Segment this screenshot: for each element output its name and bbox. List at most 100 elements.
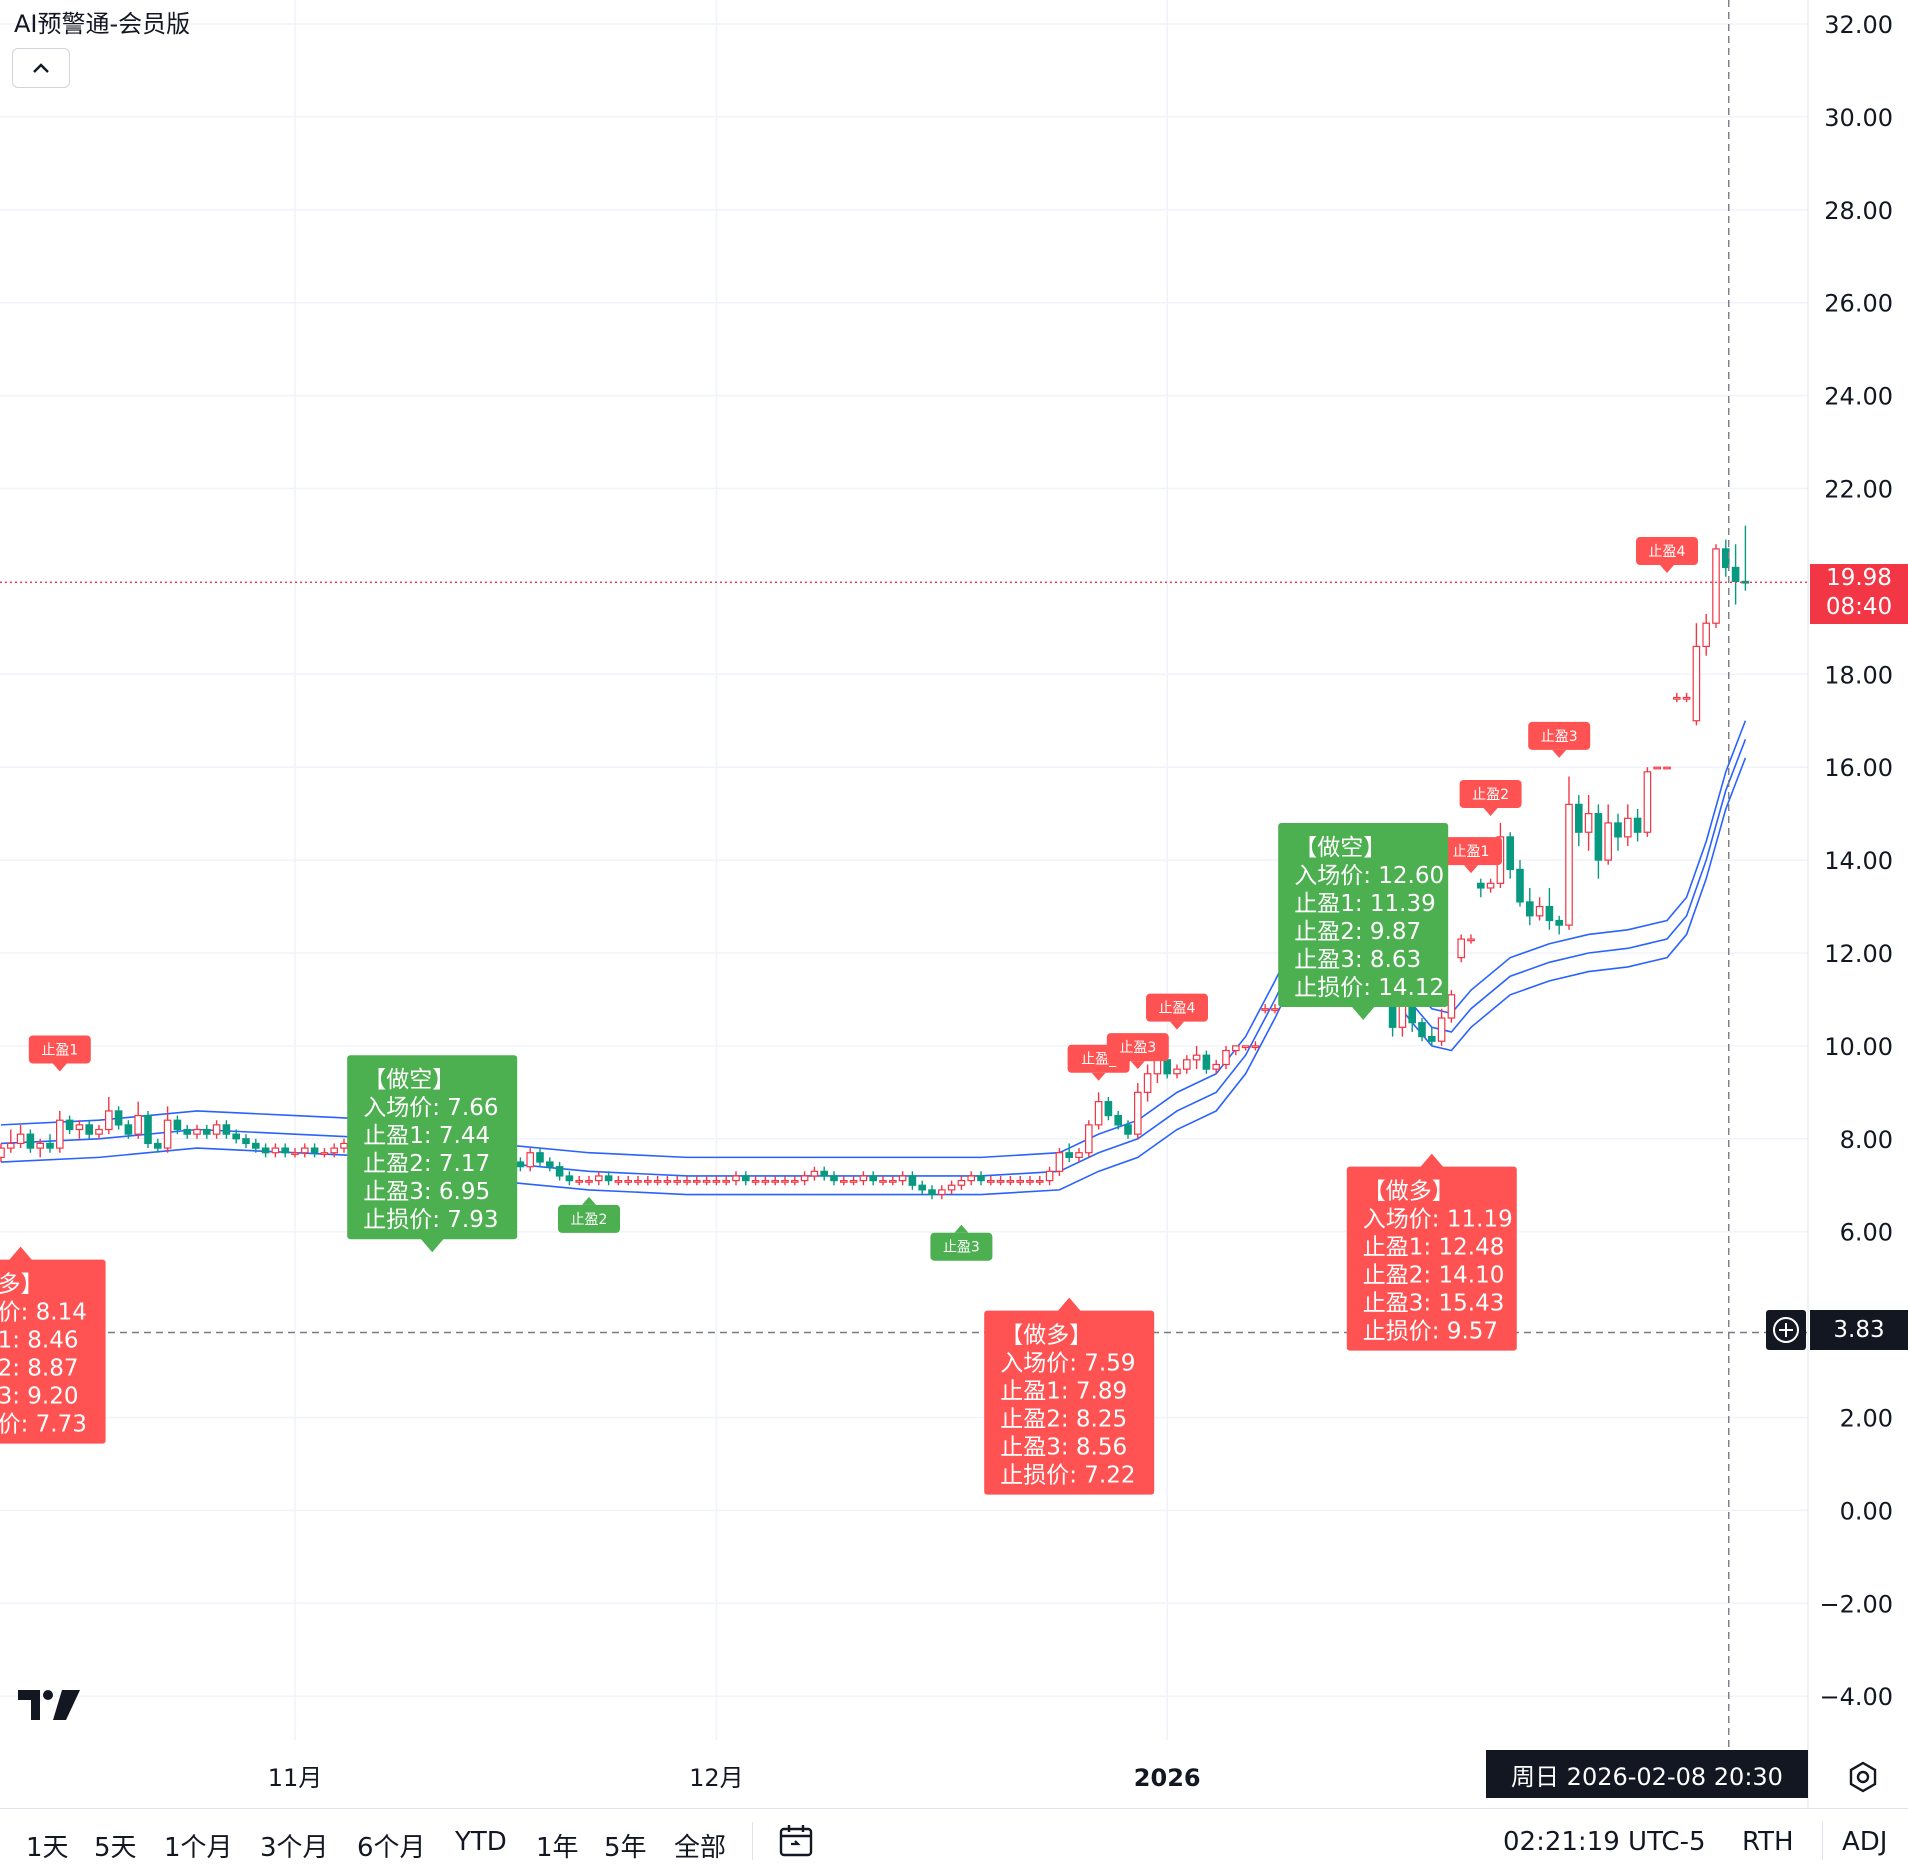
candle-body [1584, 813, 1593, 833]
candle-body [1565, 803, 1573, 926]
range-1d-button[interactable]: 1天 [26, 1833, 69, 1863]
marker-label: 止盈3 [1541, 729, 1578, 745]
signal-text: 入场价: 7.59 [1000, 1351, 1135, 1377]
candle-body [85, 1124, 94, 1135]
candle-body [1623, 817, 1632, 838]
range-1m-button[interactable]: 1个月 [164, 1833, 233, 1863]
range-ytd-button[interactable]: YTD [455, 1827, 507, 1857]
candle-body [232, 1133, 241, 1140]
target-marker[interactable]: 止盈3 [1528, 721, 1591, 758]
indicator-title: AI预警通-会员版 [14, 10, 191, 38]
marker-pointer [1130, 1061, 1145, 1070]
goto-date-icon[interactable] [778, 1822, 816, 1864]
target-marker[interactable]: 止盈3 [1106, 1033, 1169, 1070]
add-alert-button[interactable] [1766, 1310, 1806, 1350]
candle-body [849, 1180, 858, 1183]
candle-body [712, 1180, 721, 1183]
marker-pointer [1660, 565, 1674, 574]
marker-label: 止盈4 [1159, 1001, 1196, 1017]
target-marker[interactable]: 止盈1 [1440, 837, 1502, 874]
target-marker[interactable]: 止盈2 [1459, 779, 1522, 816]
candle-body [222, 1124, 231, 1135]
clock-timezone[interactable]: 02:21:19 UTC-5 [1503, 1827, 1706, 1857]
session-button[interactable]: RTH [1742, 1827, 1794, 1857]
collapse-button[interactable] [12, 48, 70, 88]
candle-body [810, 1170, 819, 1177]
tradingview-logo[interactable] [18, 1690, 80, 1724]
candle-body [732, 1175, 740, 1182]
candle-body [1457, 938, 1466, 959]
candle-body [1261, 1008, 1270, 1011]
grid [0, 0, 1808, 1740]
range-5y-button[interactable]: 5年 [604, 1833, 647, 1863]
candle-body [154, 1142, 162, 1149]
target-marker[interactable]: 止盈3 [930, 1224, 993, 1261]
candle-body [46, 1142, 54, 1149]
candle-body [643, 1180, 652, 1183]
range-all-button[interactable]: 全部 [674, 1833, 727, 1863]
signal-text: 止盈2: 8.25 [1000, 1407, 1127, 1433]
signal-box [0, 1259, 106, 1444]
marker-label: 止盈2 [571, 1212, 608, 1228]
signal-pointer [420, 1238, 445, 1253]
y-tick-label: 26.00 [1824, 290, 1893, 318]
target-marker[interactable]: 止盈2 [558, 1196, 620, 1233]
candle-body [1084, 1124, 1093, 1154]
toolbar-divider [752, 1822, 753, 1860]
candle-body [1173, 1068, 1181, 1075]
marker-box [1528, 721, 1591, 750]
signal-text: 止盈3: 9.20 [0, 1384, 79, 1410]
candle-body [1604, 822, 1613, 861]
candle-body [947, 1184, 956, 1191]
signal-text: 止盈2: 8.87 [0, 1356, 79, 1382]
range-5d-button[interactable]: 5天 [94, 1833, 137, 1863]
target-marker[interactable]: 止盈1 [28, 1035, 91, 1072]
candle-body [1202, 1054, 1211, 1070]
signal-box [347, 1055, 518, 1240]
range-6m-button[interactable]: 6个月 [357, 1833, 426, 1863]
candle-body [751, 1180, 760, 1183]
signal-text: 止盈3: 8.56 [1000, 1435, 1127, 1461]
range-1y-button[interactable]: 1年 [536, 1833, 579, 1863]
band-upper-line [0, 720, 1747, 1159]
signal-box [1278, 822, 1449, 1007]
candle-body [1525, 901, 1534, 917]
candle-body [1182, 1059, 1191, 1070]
candle-body [6, 1142, 15, 1149]
candle-body [879, 1180, 887, 1183]
candle-body [928, 1189, 936, 1196]
candle-body [1222, 1049, 1230, 1066]
candle-body [1702, 622, 1711, 648]
candle-body [261, 1147, 270, 1154]
target-marker[interactable]: 止盈4 [1636, 537, 1698, 574]
candle-body [134, 1114, 143, 1135]
candle-body [555, 1166, 564, 1177]
current-price-badge: 19.98 08:40 [1810, 564, 1908, 624]
candle-body [212, 1124, 221, 1135]
signal-text: 止损价: 7.73 [0, 1412, 87, 1438]
chevron-up-icon [33, 63, 49, 73]
range-3m-button[interactable]: 3个月 [260, 1833, 329, 1863]
candle-body [330, 1147, 339, 1154]
marker-box [1146, 993, 1208, 1022]
candle-body [1682, 696, 1691, 700]
crosshair-price-label: 3.83 [1810, 1310, 1908, 1350]
target-marker[interactable]: 止盈4 [1146, 993, 1208, 1030]
candle-body [1055, 1152, 1064, 1172]
adjust-button[interactable]: ADJ [1842, 1827, 1888, 1857]
candle-body [1506, 836, 1515, 870]
gear-icon[interactable] [1846, 1760, 1880, 1798]
signal-text: 止损价: 7.22 [1000, 1463, 1135, 1489]
candle-body [536, 1152, 544, 1163]
marker-pointer [1552, 749, 1567, 758]
candle-body [1192, 1054, 1201, 1061]
signal-text: 【做多】 [0, 1272, 44, 1298]
candle-body [673, 1180, 682, 1183]
candle-body [869, 1175, 878, 1182]
